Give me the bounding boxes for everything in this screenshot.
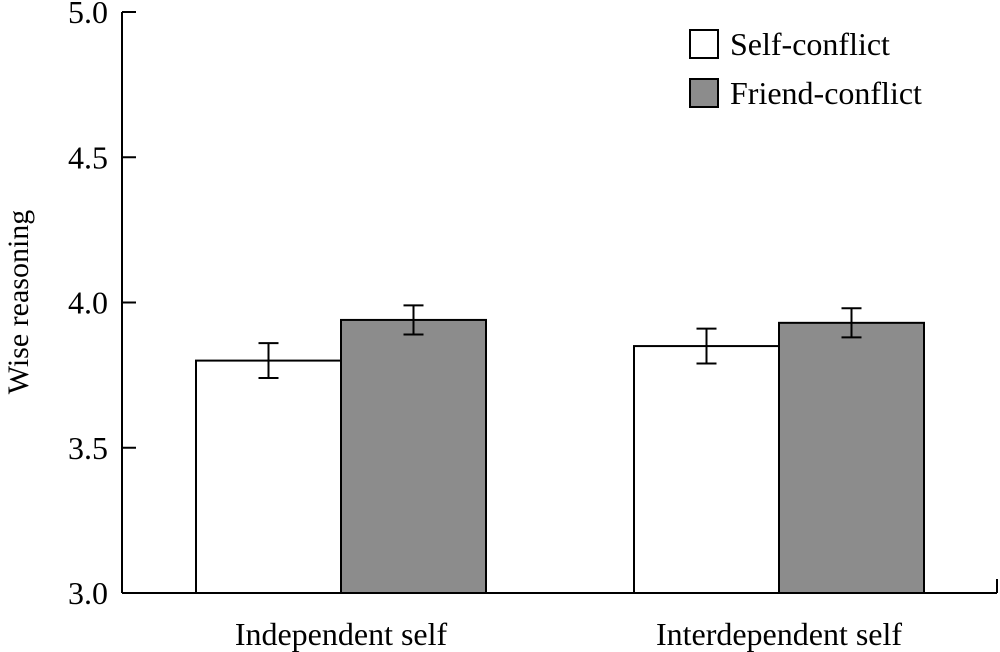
y-tick-label: 3.0 [68,575,108,611]
legend-label-friend-conflict: Friend-conflict [730,75,922,111]
y-axis-ticks: 3.0 3.5 4.0 4.5 5.0 [68,0,136,611]
error-bars [258,304,862,380]
x-category-label: Interdependent self [656,616,902,652]
y-tick-label: 3.5 [68,430,108,466]
y-tick-label: 5.0 [68,0,108,30]
legend: Self-conflict Friend-conflict [689,26,922,111]
legend-label-self-conflict: Self-conflict [730,26,890,62]
bars [195,318,925,595]
y-tick-label: 4.5 [68,139,108,175]
bar-self-conflict-1 [633,345,780,595]
bar-friend-conflict-0 [340,318,487,594]
legend-swatch-friend-conflict [689,78,719,108]
x-axis-category-labels: Independent self Interdependent self [235,616,903,652]
bar-friend-conflict-1 [778,321,925,594]
bar-self-conflict-0 [195,359,342,594]
x-category-label: Independent self [235,616,448,652]
y-tick-label: 4.0 [68,285,108,321]
y-axis-label: Wise reasoning [2,210,35,395]
legend-swatch-self-conflict [689,29,719,59]
